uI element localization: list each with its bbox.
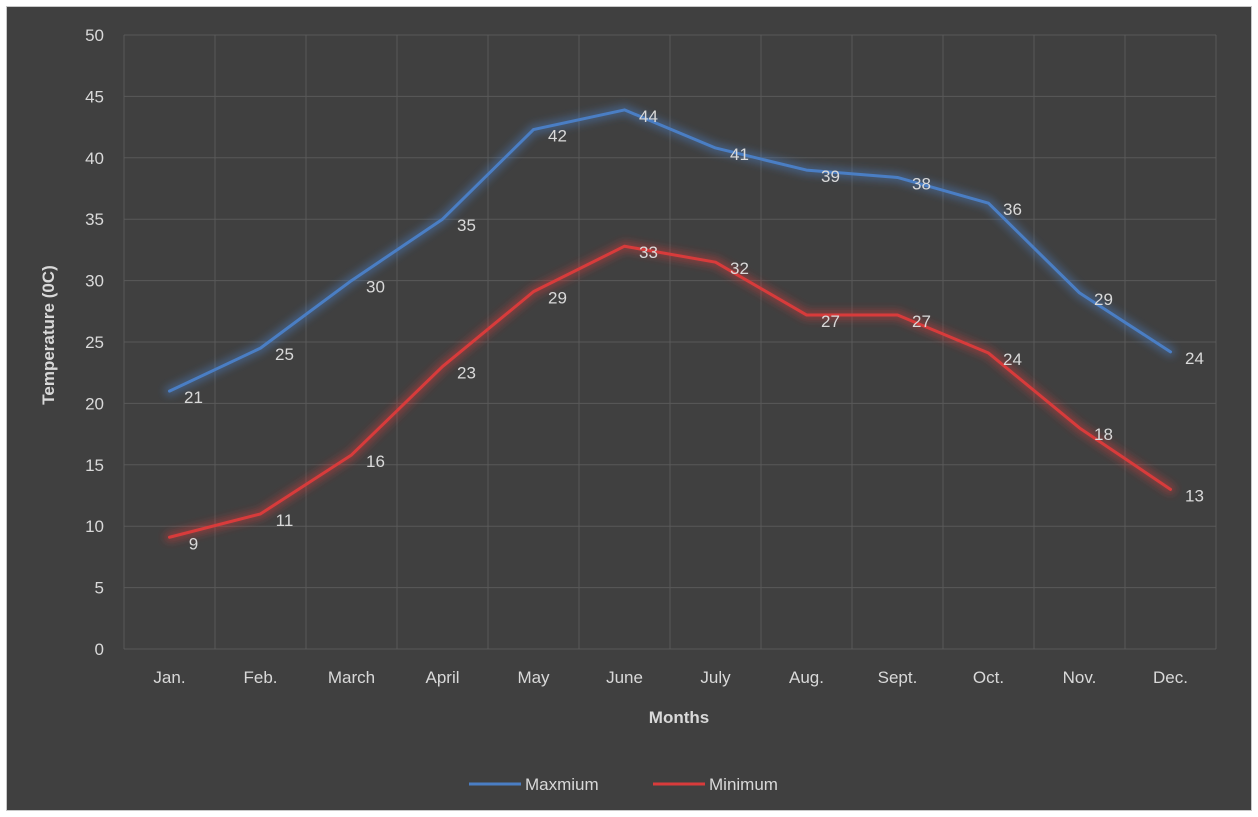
y-tick-label: 25 xyxy=(85,333,104,352)
y-tick-label: 15 xyxy=(85,456,104,475)
data-label: 35 xyxy=(457,216,476,235)
x-tick-label: June xyxy=(606,668,643,687)
legend: Maxmium Minimum xyxy=(469,775,778,794)
y-axis-title: Temperature (0C) xyxy=(39,265,58,405)
data-label: 44 xyxy=(639,107,658,126)
data-labels: 21 25 30 35 42 44 41 39 38 36 29 24 9 11 16 23 29 33 32 27 2… xyxy=(184,107,1204,553)
legend-label: Maxmium xyxy=(525,775,599,794)
data-label: 23 xyxy=(457,364,476,383)
line-chart: 0 5 10 15 20 25 30 35 40 45 50 Jan. Feb. March April M… xyxy=(39,26,1217,794)
y-tick-label: 0 xyxy=(95,640,104,659)
data-label: 42 xyxy=(548,127,567,146)
x-tick-label: Aug. xyxy=(789,668,824,687)
series-line-minimum xyxy=(168,244,1172,539)
data-label: 24 xyxy=(1003,350,1022,369)
x-tick-label: Jan. xyxy=(153,668,185,687)
data-label: 25 xyxy=(275,345,294,364)
x-tick-label: Feb. xyxy=(243,668,277,687)
x-tick-label: Nov. xyxy=(1063,668,1097,687)
data-label: 41 xyxy=(730,145,749,164)
legend-label: Minimum xyxy=(709,775,778,794)
data-label: 9 xyxy=(189,534,198,553)
x-axis-title: Months xyxy=(649,708,709,727)
data-label: 30 xyxy=(366,278,385,297)
x-tick-label: May xyxy=(517,668,550,687)
x-tick-label: Sept. xyxy=(878,668,918,687)
y-tick-label: 50 xyxy=(85,26,104,45)
data-label: 38 xyxy=(912,174,931,193)
data-label: 33 xyxy=(639,243,658,262)
y-tick-label: 5 xyxy=(95,579,104,598)
data-label: 32 xyxy=(730,259,749,278)
x-axis-ticks: Jan. Feb. March April May June July Aug. Sept. Oc… xyxy=(153,668,1188,687)
data-label: 18 xyxy=(1094,425,1113,444)
chart-area: 0 5 10 15 20 25 30 35 40 45 50 Jan. Feb. March April M… xyxy=(6,6,1252,811)
data-label: 29 xyxy=(1094,290,1113,309)
y-tick-label: 40 xyxy=(85,149,104,168)
y-tick-label: 45 xyxy=(85,87,104,106)
data-label: 11 xyxy=(276,511,294,530)
series-lines xyxy=(164,104,1176,543)
x-tick-label: March xyxy=(328,668,375,687)
x-tick-label: July xyxy=(700,668,731,687)
data-label: 24 xyxy=(1185,349,1204,368)
x-tick-label: Dec. xyxy=(1153,668,1188,687)
y-tick-label: 30 xyxy=(85,272,104,291)
data-label: 39 xyxy=(821,167,840,186)
y-axis-ticks: 0 5 10 15 20 25 30 35 40 45 50 xyxy=(85,26,104,659)
x-tick-label: Oct. xyxy=(973,668,1004,687)
data-label: 27 xyxy=(912,312,931,331)
data-label: 27 xyxy=(821,312,840,331)
y-tick-label: 10 xyxy=(85,517,104,536)
data-label: 16 xyxy=(366,452,385,471)
data-label: 21 xyxy=(184,388,203,407)
y-tick-label: 20 xyxy=(85,394,104,413)
y-tick-label: 35 xyxy=(85,210,104,229)
series-line-maxmium xyxy=(168,108,1172,393)
x-tick-label: April xyxy=(425,668,459,687)
data-label: 13 xyxy=(1185,486,1204,505)
data-label: 36 xyxy=(1003,200,1022,219)
gridlines xyxy=(123,34,1217,650)
data-label: 29 xyxy=(548,289,567,308)
